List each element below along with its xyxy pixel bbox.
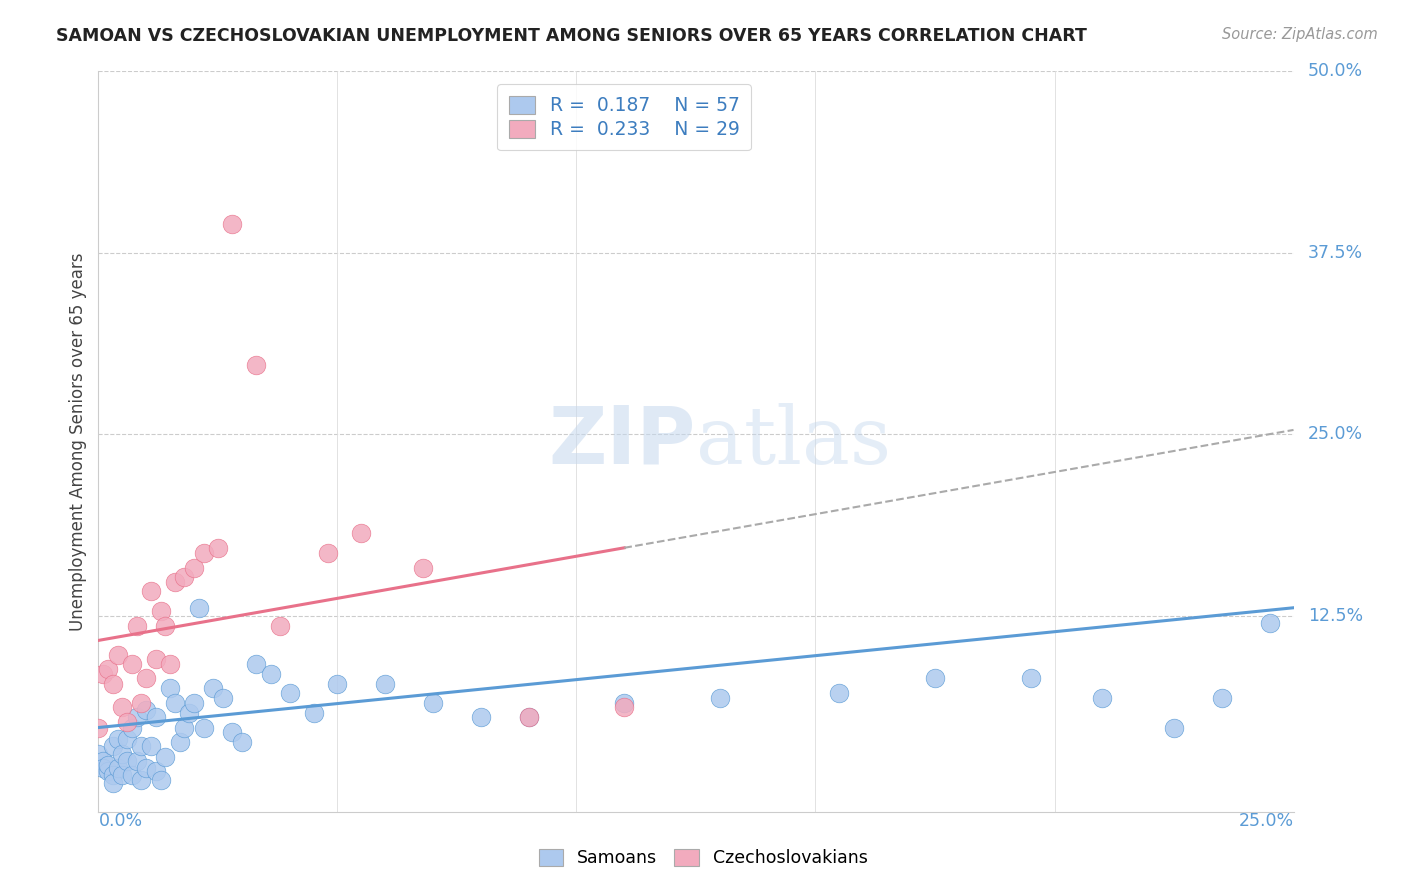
Point — [613, 696, 636, 710]
Text: ZIP: ZIP — [548, 402, 696, 481]
Point — [470, 710, 492, 724]
Point — [101, 775, 124, 789]
Point — [121, 657, 143, 671]
Point — [374, 677, 396, 691]
Point — [828, 686, 851, 700]
Point — [135, 703, 157, 717]
Point — [221, 217, 243, 231]
Point — [91, 754, 114, 768]
Text: 0.0%: 0.0% — [98, 812, 142, 830]
Point — [139, 739, 162, 754]
Point — [115, 714, 138, 729]
Point — [111, 768, 134, 782]
Text: 25.0%: 25.0% — [1308, 425, 1362, 443]
Point — [350, 526, 373, 541]
Point — [1019, 671, 1042, 685]
Point — [924, 671, 946, 685]
Point — [245, 657, 267, 671]
Text: atlas: atlas — [696, 402, 891, 481]
Point — [1163, 721, 1185, 735]
Point — [135, 671, 157, 685]
Point — [278, 686, 301, 700]
Point — [91, 761, 114, 775]
Point — [149, 604, 172, 618]
Point — [101, 677, 124, 691]
Point — [139, 584, 162, 599]
Point — [316, 546, 339, 560]
Point — [613, 700, 636, 714]
Point — [269, 619, 291, 633]
Point — [183, 561, 205, 575]
Point — [145, 710, 167, 724]
Point — [131, 696, 153, 710]
Point — [97, 758, 120, 772]
Point — [87, 747, 110, 761]
Legend: R =  0.187    N = 57, R =  0.233    N = 29: R = 0.187 N = 57, R = 0.233 N = 29 — [498, 85, 751, 151]
Point — [1258, 615, 1281, 630]
Point — [517, 710, 540, 724]
Point — [97, 663, 120, 677]
Point — [115, 754, 138, 768]
Point — [121, 768, 143, 782]
Point — [121, 721, 143, 735]
Legend: Samoans, Czechoslovakians: Samoans, Czechoslovakians — [531, 842, 875, 874]
Point — [211, 691, 233, 706]
Point — [202, 681, 225, 696]
Point — [163, 575, 186, 590]
Point — [91, 666, 114, 681]
Y-axis label: Unemployment Among Seniors over 65 years: Unemployment Among Seniors over 65 years — [69, 252, 87, 631]
Point — [159, 681, 181, 696]
Point — [155, 749, 177, 764]
Point — [163, 696, 186, 710]
Text: 50.0%: 50.0% — [1308, 62, 1362, 80]
Point — [231, 735, 253, 749]
Point — [412, 561, 434, 575]
Text: 37.5%: 37.5% — [1308, 244, 1362, 262]
Point — [145, 764, 167, 778]
Point — [101, 768, 124, 782]
Point — [125, 619, 148, 633]
Point — [107, 761, 129, 775]
Point — [173, 569, 195, 583]
Point — [101, 739, 124, 754]
Point — [193, 546, 215, 560]
Point — [107, 648, 129, 662]
Point — [111, 747, 134, 761]
Point — [111, 700, 134, 714]
Point — [207, 541, 229, 555]
Point — [187, 601, 209, 615]
Point — [87, 721, 110, 735]
Point — [1211, 691, 1233, 706]
Text: SAMOAN VS CZECHOSLOVAKIAN UNEMPLOYMENT AMONG SENIORS OVER 65 YEARS CORRELATION C: SAMOAN VS CZECHOSLOVAKIAN UNEMPLOYMENT A… — [56, 27, 1087, 45]
Point — [131, 772, 153, 787]
Point — [221, 724, 243, 739]
Point — [135, 761, 157, 775]
Text: 12.5%: 12.5% — [1308, 607, 1362, 624]
Point — [245, 358, 267, 372]
Point — [179, 706, 201, 720]
Point — [183, 696, 205, 710]
Point — [125, 754, 148, 768]
Point — [131, 739, 153, 754]
Point — [173, 721, 195, 735]
Point — [517, 710, 540, 724]
Point — [193, 721, 215, 735]
Point — [115, 732, 138, 747]
Point — [302, 706, 325, 720]
Point — [259, 666, 281, 681]
Point — [159, 657, 181, 671]
Point — [149, 772, 172, 787]
Text: 25.0%: 25.0% — [1239, 812, 1294, 830]
Point — [422, 696, 444, 710]
Point — [1091, 691, 1114, 706]
Point — [145, 652, 167, 666]
Point — [97, 764, 120, 778]
Text: Source: ZipAtlas.com: Source: ZipAtlas.com — [1222, 27, 1378, 42]
Point — [326, 677, 349, 691]
Point — [709, 691, 731, 706]
Point — [125, 710, 148, 724]
Point — [169, 735, 191, 749]
Point — [155, 619, 177, 633]
Point — [107, 732, 129, 747]
